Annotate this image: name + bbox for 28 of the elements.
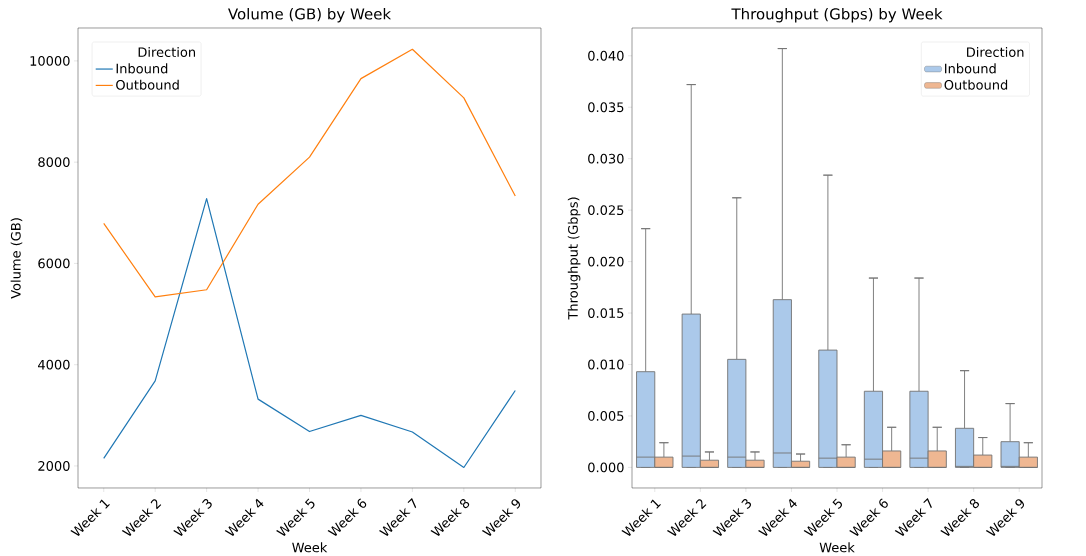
legend-label: Outbound (944, 79, 1008, 90)
legend-label: Inbound (945, 63, 996, 74)
y-tick-label: 0.010 (588, 359, 624, 370)
legend-title: Direction (967, 46, 1024, 58)
y-tick-label: 0.040 (588, 50, 624, 61)
y-tick-label: 0.000 (588, 462, 624, 473)
y-tick-label: 2000 (38, 461, 70, 471)
chart-title: Volume (GB) by Week (228, 7, 392, 23)
y-tick-label: 6000 (38, 258, 70, 269)
y-tick-label: 0.030 (588, 153, 624, 164)
y-axis-title: Volume (GB) (10, 218, 23, 299)
legend-label: Outbound (116, 79, 179, 90)
y-tick-label: 8000 (38, 157, 70, 168)
legend-title: Direction (138, 46, 196, 58)
x-axis-title: Week (819, 542, 855, 553)
chart-title: Throughput (Gbps) by Week (731, 7, 943, 23)
y-tick-label: 0.020 (588, 256, 624, 267)
legend-label: Inbound (116, 63, 168, 74)
x-axis-title: Week (292, 542, 328, 553)
line-series (103, 48, 516, 298)
y-axis-title: Throughput (Gbps) (567, 197, 581, 320)
y-tick-label: 0.005 (588, 411, 624, 421)
y-tick-label: 0.035 (588, 102, 624, 113)
y-tick-label: 10000 (30, 55, 70, 66)
y-tick-label: 0.015 (588, 308, 624, 318)
y-tick-label: 4000 (38, 359, 70, 370)
y-tick-label: 0.025 (588, 205, 624, 216)
line-series (103, 198, 516, 469)
